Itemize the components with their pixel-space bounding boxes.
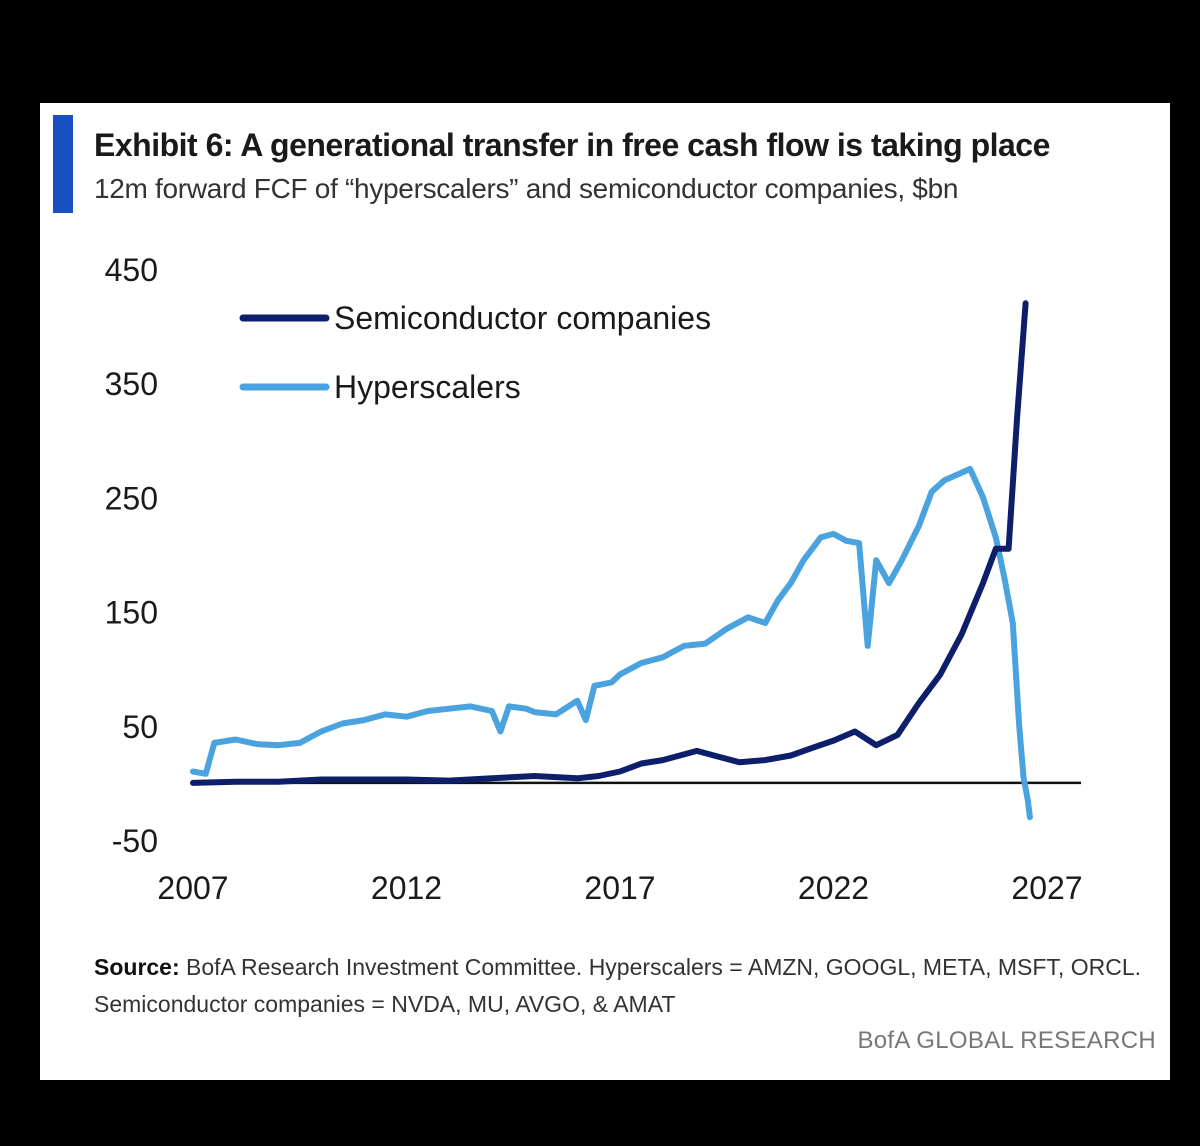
y-tick-label: 350 (105, 366, 158, 402)
line-chart: 450 350 250 150 50 -50 2007 2012 2017 2022 2027 Sem… (105, 252, 1083, 906)
y-tick-label: -50 (112, 823, 158, 859)
chart-title: Exhibit 6: A generational transfer in fr… (94, 127, 1050, 163)
series-line-hyperscalers (190, 465, 1033, 821)
y-tick-label: 450 (105, 252, 158, 288)
chart-subtitle: 12m forward FCF of “hyperscalers” and se… (94, 173, 959, 204)
y-tick-label: 50 (122, 709, 158, 745)
x-tick-label: 2027 (1011, 870, 1082, 906)
exhibit-card: Exhibit 6: A generational transfer in fr… (40, 103, 1170, 1080)
series-line-semiconductor (190, 300, 1029, 786)
source-text: BofA Research Investment Committee. Hype… (94, 954, 1142, 1017)
y-tick-label: 150 (105, 595, 158, 631)
x-tick-label: 2022 (798, 870, 869, 906)
source-note: Source: BofA Research Investment Committ… (94, 949, 1164, 1023)
x-tick-label: 2007 (157, 870, 228, 906)
brand-footer: BofA GLOBAL RESEARCH (857, 1027, 1156, 1054)
x-tick-label: 2012 (371, 870, 442, 906)
accent-bar (53, 115, 73, 213)
x-tick-label: 2017 (584, 870, 655, 906)
y-tick-label: 250 (105, 480, 158, 516)
legend-label-semiconductor: Semiconductor companies (334, 300, 711, 336)
source-label: Source: (94, 954, 180, 980)
legend-label-hyperscalers: Hyperscalers (334, 369, 521, 405)
